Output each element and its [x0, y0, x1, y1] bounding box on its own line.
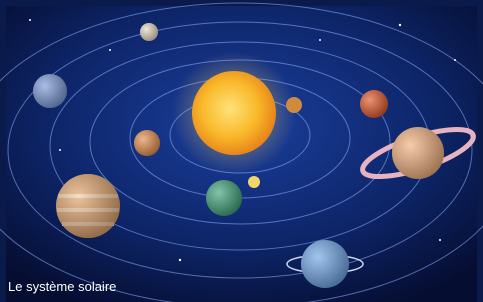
shade [392, 127, 444, 179]
illustration: Le système solaire [0, 0, 483, 302]
caption: Le système solaire [8, 279, 116, 294]
star [179, 259, 181, 261]
star [399, 24, 401, 26]
shade [140, 23, 158, 41]
shade [33, 74, 67, 108]
shade [301, 240, 349, 288]
shade [134, 130, 160, 156]
star [439, 239, 441, 241]
shade [206, 180, 242, 216]
star [29, 19, 31, 21]
star [109, 49, 111, 51]
star [454, 59, 456, 61]
star [319, 39, 321, 41]
sun [192, 71, 276, 155]
planet [286, 97, 302, 113]
star [59, 149, 61, 151]
planet [248, 176, 260, 188]
shade [360, 90, 388, 118]
shade [56, 174, 120, 238]
